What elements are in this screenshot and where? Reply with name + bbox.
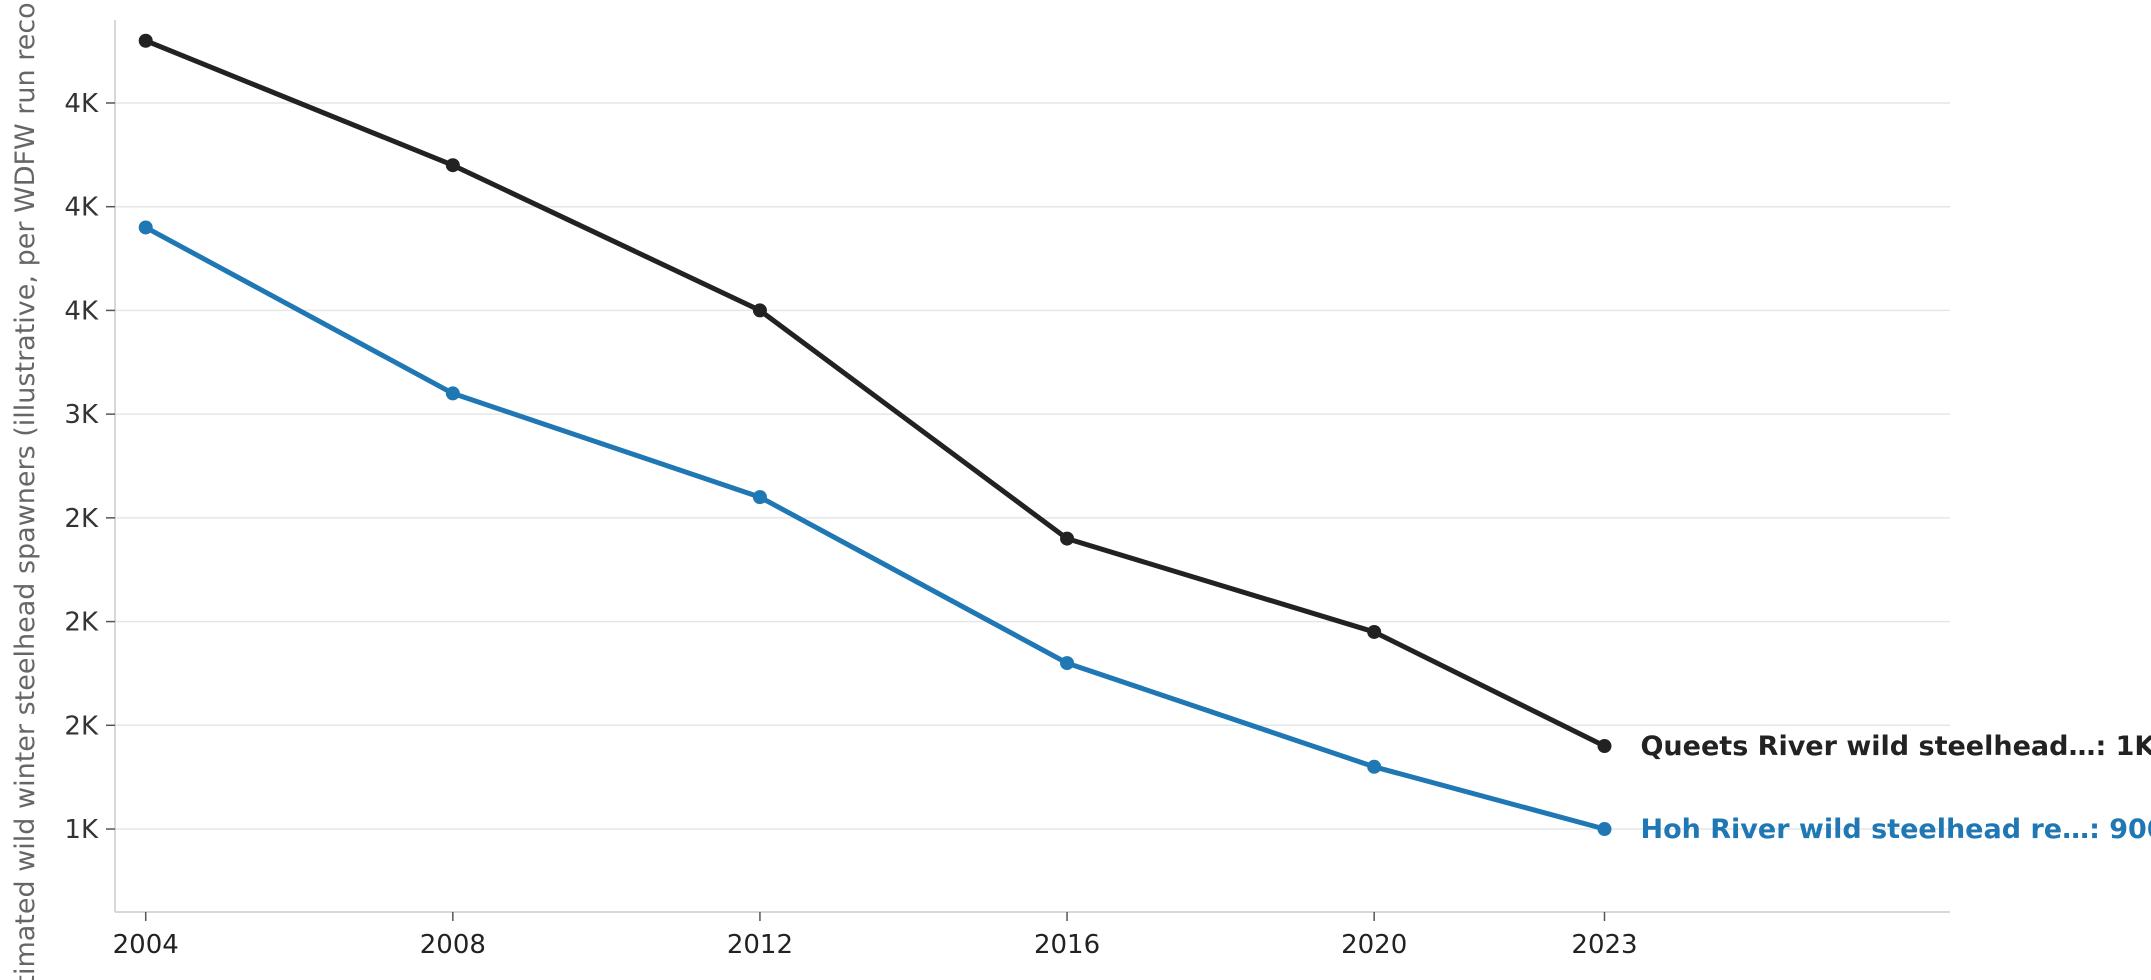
series-line (144, 225, 1606, 832)
series-end-label: Hoh River wild steelhead re…: 900 (1640, 814, 2151, 845)
x-tick-label: 2016 (1034, 930, 1100, 960)
data-point (752, 490, 767, 505)
data-point (1060, 656, 1075, 671)
data-point (752, 303, 767, 318)
data-point (1597, 739, 1612, 754)
y-axis-label: Estimated wild winter steelhead spawners… (10, 0, 41, 980)
data-point (1367, 624, 1382, 639)
series-line (144, 38, 1606, 749)
series-1: Hoh River wild steelhead re…: 900 (138, 220, 2151, 845)
y-tick-label: 2K (64, 608, 99, 638)
y-gridlines (115, 102, 1950, 830)
y-tick-label: 4K (64, 296, 99, 326)
series-end-label: Queets River wild steelhead…: 1K (1640, 731, 2151, 762)
x-tick-label: 2020 (1341, 930, 1407, 960)
x-tick-label: 2023 (1571, 930, 1637, 960)
y-tick-label: 2K (64, 504, 99, 534)
y-tick-label: 3K (64, 400, 99, 430)
y-tick-label: 1K (64, 815, 99, 845)
x-tick-label: 2012 (727, 930, 793, 960)
data-point (138, 220, 153, 235)
y-tick-label: 4K (64, 193, 99, 223)
data-point (445, 386, 460, 401)
data-point (138, 33, 153, 48)
x-tick-label: 2004 (113, 930, 179, 960)
series-0: Queets River wild steelhead…: 1K (138, 33, 2151, 762)
data-point (1597, 822, 1612, 837)
axes (114, 20, 1950, 913)
y-ticks: 1K 2K 2K 2K 3K 4K 4K 4K (64, 89, 115, 845)
data-point (1060, 531, 1075, 546)
y-tick-label: 2K (64, 711, 99, 741)
y-tick-label: 4K (64, 89, 99, 119)
series-group: Queets River wild steelhead…: 1K Hoh Rive… (138, 33, 2151, 845)
data-point (445, 158, 460, 173)
x-tick-label: 2008 (420, 930, 486, 960)
data-point (1367, 759, 1382, 774)
x-ticks: 2004 2008 2012 2016 2020 2023 (113, 912, 1638, 960)
